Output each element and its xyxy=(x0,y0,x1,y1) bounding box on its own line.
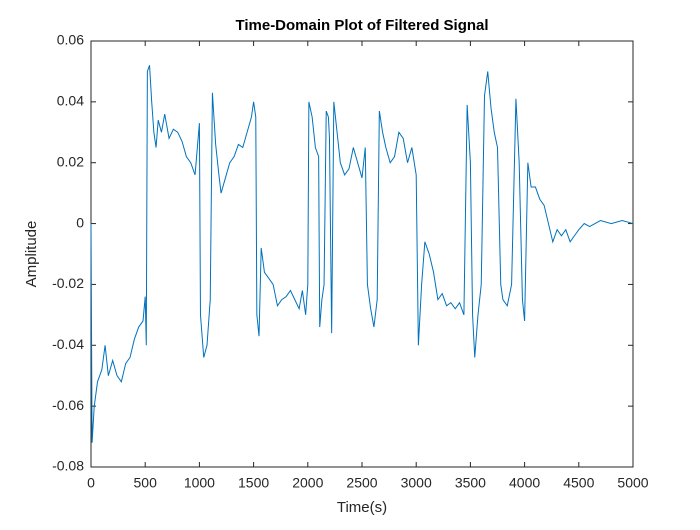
x-tick-label: 500 xyxy=(134,475,158,491)
y-tick-label: -0.04 xyxy=(52,336,84,352)
y-tick-label: -0.06 xyxy=(52,397,84,413)
x-tick-label: 3000 xyxy=(401,475,432,491)
chart-title: Time-Domain Plot of Filtered Signal xyxy=(235,17,488,34)
signal-line xyxy=(90,65,634,443)
y-tick-label: 0.02 xyxy=(57,153,84,169)
y-tick-label: 0 xyxy=(76,214,84,230)
x-tick-label: 2500 xyxy=(346,475,377,491)
y-tick-label: -0.08 xyxy=(52,458,84,474)
x-tick-label: 2000 xyxy=(292,475,323,491)
x-tick-label: 4000 xyxy=(509,475,540,491)
y-tick-label: 0.06 xyxy=(57,32,84,48)
x-axis-label: Time(s) xyxy=(337,499,387,516)
y-axis-label: Amplitude xyxy=(23,221,40,288)
x-tick-label: 5000 xyxy=(617,475,648,491)
x-tick-label: 3500 xyxy=(455,475,486,491)
x-tick-label: 4500 xyxy=(563,475,594,491)
y-tick-label: 0.04 xyxy=(57,93,84,109)
x-tick-label: 1500 xyxy=(238,475,269,491)
x-tick-label: 1000 xyxy=(184,475,215,491)
x-tick-label: 0 xyxy=(87,475,95,491)
y-tick-label: -0.02 xyxy=(52,275,84,291)
